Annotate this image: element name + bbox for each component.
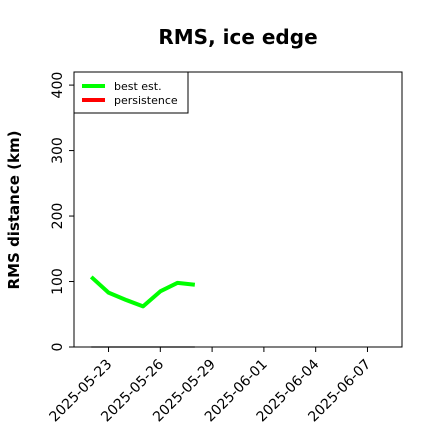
legend-entry-label: best est. [114,80,162,93]
chart-title: RMS, ice edge [158,25,317,49]
y-tick-label: 100 [50,268,66,295]
legend: best est.persistence [73,71,189,114]
y-axis-label: RMS distance (km) [5,131,23,290]
legend-box [73,71,189,114]
series-layer [89,275,196,309]
y-tick-label: 0 [50,343,66,352]
x-axis: 2025-05-232025-05-262025-05-292025-06-01… [47,347,374,425]
y-axis: 0 100 200 300 400 [50,72,74,352]
y-tick-label: 200 [50,203,66,230]
series-line-best-est [89,275,196,309]
y-tick-label: 300 [50,137,66,164]
y-tick-label: 400 [50,72,66,99]
legend-entry-label: persistence [114,94,178,107]
plot-frame [73,71,403,348]
